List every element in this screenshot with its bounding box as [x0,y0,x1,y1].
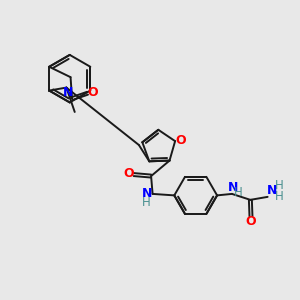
Text: N: N [267,184,277,197]
Text: H: H [234,186,243,199]
Text: N: N [228,182,239,194]
Text: N: N [142,187,152,200]
Text: H: H [274,179,283,192]
Text: H: H [142,196,151,209]
Text: H: H [274,190,283,203]
Text: O: O [245,215,256,228]
Text: O: O [87,86,98,99]
Text: O: O [175,134,186,147]
Text: O: O [124,167,134,181]
Text: N: N [63,86,73,99]
